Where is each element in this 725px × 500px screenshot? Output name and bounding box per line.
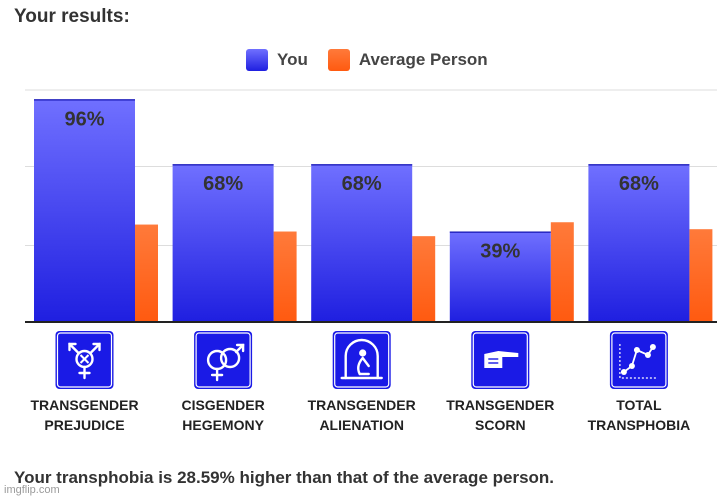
legend-swatch-you — [246, 49, 268, 71]
category-label: CISGENDER — [181, 397, 264, 413]
category-label: ALIENATION — [319, 417, 404, 433]
bar-you-3 — [449, 231, 551, 322]
bar-value-label: 68% — [203, 173, 243, 195]
glyph-point — [644, 352, 651, 358]
category-label: PREJUDICE — [44, 417, 124, 433]
bar-value-label: 68% — [342, 173, 382, 195]
category-label: TOTAL — [616, 397, 662, 413]
legend-item-you: You — [246, 49, 308, 71]
glyph-arrow-left — [68, 342, 80, 355]
category-label: HEGEMONY — [182, 417, 264, 433]
glyph-dome — [344, 338, 379, 380]
icon-tile — [609, 331, 668, 389]
icon-tile — [194, 331, 253, 389]
bar-average-2 — [412, 236, 436, 322]
bar-average-0 — [135, 224, 158, 322]
glyph-circle-right — [219, 347, 241, 369]
glyph-point — [649, 344, 656, 350]
glyph-body — [357, 356, 370, 376]
chart-legend: You Average Person — [246, 49, 508, 71]
bar-you-top-edge-4 — [588, 164, 690, 166]
bar-you-top-edge-2 — [311, 164, 413, 166]
icon-tile-border — [56, 332, 113, 388]
bar-value-label: 96% — [64, 108, 104, 130]
isolated-figure-icon — [332, 331, 391, 389]
legend-label-average: Average Person — [358, 50, 488, 69]
bar-you-1 — [172, 164, 274, 322]
bar-you-top-edge-0 — [34, 99, 135, 101]
glyph-axes — [619, 344, 658, 379]
glyph-point — [633, 347, 640, 353]
line-graph-icon — [609, 331, 668, 389]
watermark: imgflip.com — [4, 484, 60, 496]
bar-you-0 — [34, 99, 135, 322]
category-label: TRANSPHOBIA — [588, 417, 691, 433]
bar-average-3 — [550, 222, 574, 322]
icon-tile-border — [611, 332, 667, 388]
legend-item-average: Average Person — [327, 49, 488, 71]
bar-average-4 — [689, 229, 713, 322]
glyph-point — [628, 363, 635, 369]
icon-tile-border — [472, 332, 528, 388]
category-label: TRANSGENDER — [30, 397, 138, 413]
summary-text: Your transphobia is 28.59% higher than t… — [14, 468, 555, 487]
icon-tile-border — [195, 332, 251, 388]
linked-gender-symbols-icon — [194, 331, 253, 389]
bar-average-1 — [273, 231, 297, 322]
legend-swatch-average — [327, 49, 350, 71]
glyph-hand — [484, 351, 519, 368]
pointing-hand-icon — [471, 331, 530, 389]
transgender-symbol-icon — [55, 331, 114, 389]
category-label: TRANSGENDER — [446, 397, 554, 413]
bar-you-top-edge-3 — [449, 231, 551, 233]
glyph-arrowhead — [235, 343, 245, 353]
results-heading: Your results: — [14, 6, 130, 27]
bar-value-label: 68% — [619, 173, 659, 195]
bar-chart: 96% TRANSGENDER PREJUDICE 68% CISGENDER HEGEM… — [25, 89, 717, 433]
icon-tile-border — [334, 332, 390, 388]
bar-you-top-edge-1 — [172, 164, 274, 166]
glyph-head — [359, 349, 367, 357]
legend-label-you: You — [277, 50, 308, 69]
bar-you-4 — [588, 164, 690, 322]
bar-value-label: 39% — [480, 241, 520, 263]
bar-you-2 — [311, 164, 413, 322]
category-label: SCORN — [475, 417, 526, 433]
glyph-arrowhead-right — [92, 342, 101, 352]
category-label: TRANSGENDER — [308, 397, 416, 413]
glyph-point — [620, 369, 627, 375]
glyph-arrowhead-left — [68, 342, 77, 352]
glyph-x2 — [79, 354, 90, 364]
glyph-arrow-right — [89, 342, 101, 355]
